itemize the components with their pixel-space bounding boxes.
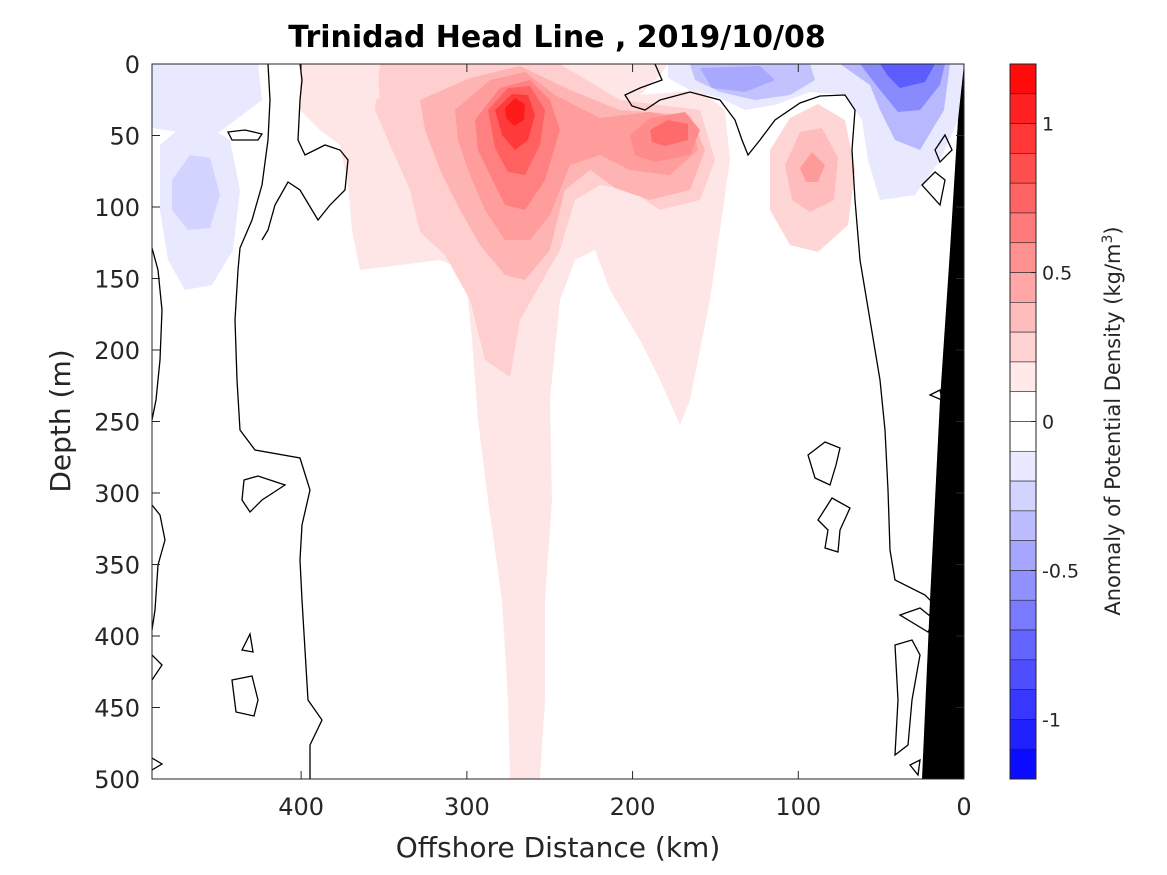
y-tick-label: 0 bbox=[125, 51, 140, 79]
zero-contour-left-loop-3 bbox=[241, 631, 254, 653]
plot-area bbox=[151, 63, 965, 780]
zero-contour-left-edge bbox=[152, 247, 163, 421]
colorbar-label-sup: 3 bbox=[1100, 235, 1116, 244]
colorbar-tick-label: -1 bbox=[1042, 709, 1061, 731]
colorbar-bin bbox=[1009, 272, 1037, 303]
negative-anomaly-nearshore-core bbox=[880, 64, 935, 88]
y-tick-label: 200 bbox=[94, 337, 140, 365]
colorbar-bin bbox=[1009, 93, 1037, 124]
x-axis-label: Offshore Distance (km) bbox=[396, 831, 721, 864]
zero-contour-left-loop-1 bbox=[227, 129, 264, 141]
zero-contour-nearshore-loop-5 bbox=[908, 758, 921, 777]
y-tick-label: 500 bbox=[94, 766, 140, 794]
bathymetry-mask bbox=[922, 64, 964, 779]
zero-contour-left-loop-4 bbox=[231, 675, 259, 717]
zero-contour-left-edge-3 bbox=[152, 654, 163, 681]
x-tick-label: 400 bbox=[278, 793, 324, 821]
positive-anomaly-small-patch bbox=[330, 75, 380, 108]
y-tick-label: 50 bbox=[109, 123, 140, 151]
y-tick-label: 100 bbox=[94, 194, 140, 222]
colorbar-bin bbox=[1009, 331, 1037, 363]
negative-anomaly-offshore-core bbox=[172, 155, 220, 230]
colorbar-bin bbox=[1009, 123, 1037, 154]
colorbar-tick-label: 0 bbox=[1042, 412, 1054, 434]
x-axis: 400 300 200 100 0 bbox=[278, 64, 972, 821]
colorbar-tick-label: 0.5 bbox=[1042, 263, 1072, 285]
contour-fills bbox=[152, 64, 964, 779]
zero-contour-left-loop-2 bbox=[241, 475, 287, 514]
x-tick-label: 100 bbox=[775, 793, 821, 821]
colorbar-bin bbox=[1009, 659, 1037, 690]
y-tick-label: 300 bbox=[94, 480, 140, 508]
colorbar-bin bbox=[1009, 421, 1037, 452]
colorbar-bin bbox=[1009, 599, 1037, 631]
x-tick-label: 200 bbox=[610, 793, 656, 821]
negative-anomaly-coastal-core bbox=[700, 66, 775, 92]
negative-anomaly-offshore-shallow bbox=[152, 64, 262, 135]
colorbar-bin bbox=[1009, 63, 1037, 95]
positive-anomaly-offshore-secondary-core bbox=[650, 120, 688, 146]
zero-contour-nearshore-loop-6 bbox=[934, 133, 953, 164]
zero-contour-coastal bbox=[624, 64, 941, 611]
colorbar-bin bbox=[1009, 540, 1037, 571]
colorbar-label-main: Anomaly of Potential Density (kg/m bbox=[1101, 244, 1125, 616]
colorbar-label: Anomaly of Potential Density (kg/m3) bbox=[1100, 226, 1125, 615]
colorbar-bin bbox=[1009, 153, 1037, 184]
zero-contour-nearshore-loop-1 bbox=[807, 441, 841, 486]
colorbar-tick-label: -0.5 bbox=[1042, 560, 1079, 582]
zero-contour-offshore-2 bbox=[261, 64, 349, 241]
colorbar-bin bbox=[1009, 242, 1037, 273]
colorbar-label-end: ) bbox=[1101, 226, 1125, 234]
positive-anomaly-nearshore-core bbox=[800, 152, 825, 182]
positive-anomaly-core bbox=[505, 98, 525, 126]
x-tick-label: 0 bbox=[956, 793, 971, 821]
zero-contour-left-edge-2 bbox=[152, 504, 166, 631]
zero-contour-nearshore-loop-4 bbox=[894, 639, 921, 757]
colorbar-bin bbox=[1009, 361, 1037, 393]
chart-title: Trinidad Head Line , 2019/10/08 bbox=[288, 20, 825, 55]
colorbar-bin bbox=[1009, 480, 1037, 512]
y-tick-label: 250 bbox=[94, 409, 140, 437]
colorbar-bin bbox=[1009, 391, 1037, 422]
y-axis: 0 50 100 150 200 250 300 350 400 450 500 bbox=[94, 51, 964, 794]
zero-contour-left-edge-4 bbox=[152, 757, 164, 771]
y-tick-label: 450 bbox=[94, 695, 140, 723]
colorbar: 1 0.5 0 -0.5 -1 bbox=[1009, 63, 1079, 780]
x-tick-label: 300 bbox=[444, 793, 490, 821]
colorbar-bin bbox=[1009, 719, 1037, 750]
colorbar-bin bbox=[1009, 450, 1037, 482]
colorbar-bin bbox=[1009, 212, 1037, 244]
zero-contour-nearshore-loop-7 bbox=[921, 171, 946, 207]
colorbar-bin bbox=[1009, 182, 1037, 214]
colorbar-bin bbox=[1009, 302, 1037, 333]
colorbar-tick-label: 1 bbox=[1042, 114, 1054, 136]
colorbar-bin bbox=[1009, 510, 1037, 541]
colorbar-bin bbox=[1009, 748, 1037, 780]
zero-contour-nearshore-loop-2 bbox=[817, 497, 851, 553]
colorbar-bin bbox=[1009, 570, 1037, 601]
colorbar-bin bbox=[1009, 689, 1037, 720]
y-axis-label: Depth (m) bbox=[44, 349, 77, 492]
y-tick-label: 150 bbox=[94, 266, 140, 294]
positive-anomaly-level-1 bbox=[300, 64, 730, 779]
y-tick-label: 400 bbox=[94, 623, 140, 651]
colorbar-bin bbox=[1009, 629, 1037, 661]
y-tick-label: 350 bbox=[94, 552, 140, 580]
zero-contour-offshore bbox=[234, 64, 323, 779]
